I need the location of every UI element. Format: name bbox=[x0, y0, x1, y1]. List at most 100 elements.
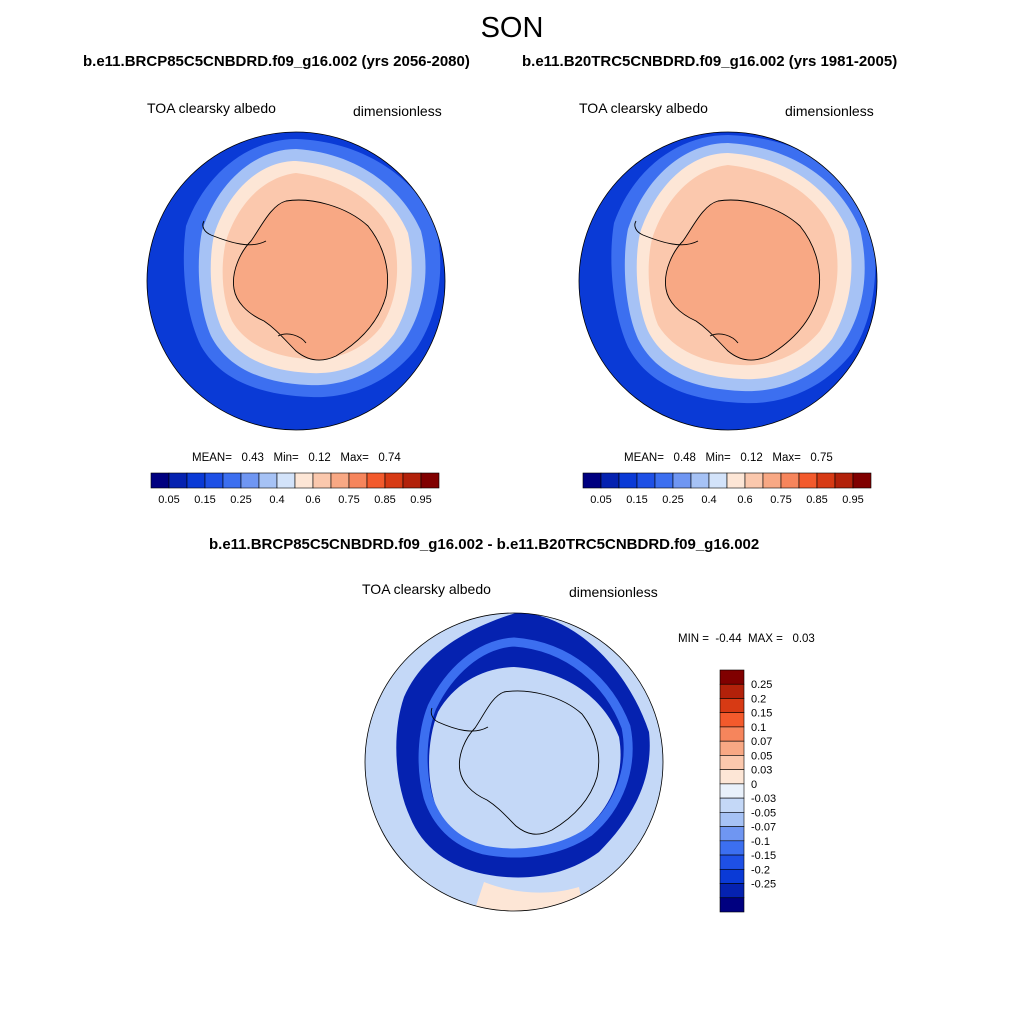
colorbar-swatch bbox=[719, 712, 745, 728]
colorbar-swatch bbox=[384, 472, 404, 489]
colorbar-tick-label: 0.85 bbox=[806, 494, 827, 506]
colorbar-swatch bbox=[719, 669, 745, 685]
panel2-max-value: 0.75 bbox=[810, 452, 833, 464]
colorbar-tick-label: 0.4 bbox=[701, 494, 716, 506]
colorbar-swatch bbox=[708, 472, 728, 489]
panel2-min-label: Min= bbox=[705, 452, 731, 464]
panel2-mean-label: MEAN= bbox=[624, 452, 664, 464]
colorbar-tick-label: 0.03 bbox=[751, 765, 772, 777]
colorbar-tick-label: 0.15 bbox=[626, 494, 647, 506]
colorbar-tick-label: 0.05 bbox=[590, 494, 611, 506]
difference-min-label: MIN = bbox=[678, 633, 709, 645]
colorbar-tick-label: 0.2 bbox=[751, 693, 766, 705]
colorbar-swatch bbox=[719, 769, 745, 785]
colorbar-swatch bbox=[719, 812, 745, 827]
panel2-min-value: 0.12 bbox=[740, 452, 763, 464]
colorbar-tick-label: -0.2 bbox=[751, 864, 770, 876]
colorbar-swatch bbox=[582, 472, 602, 489]
colorbar-swatch bbox=[168, 472, 188, 489]
panel2-max-label: Max= bbox=[772, 452, 801, 464]
panel1-mean-value: 0.43 bbox=[241, 452, 264, 464]
colorbar-swatch bbox=[330, 472, 350, 489]
colorbar-swatch bbox=[600, 472, 620, 489]
panel1-mean-label: MEAN= bbox=[192, 452, 232, 464]
colorbar-tick-label: 0.95 bbox=[842, 494, 863, 506]
panel1-min-label: Min= bbox=[273, 452, 299, 464]
colorbar-tick-label: 0.05 bbox=[158, 494, 179, 506]
colorbar-tick-label: -0.25 bbox=[751, 879, 776, 891]
colorbar-tick-label: 0.25 bbox=[751, 679, 772, 691]
colorbar-tick-label: 0 bbox=[751, 779, 757, 791]
panel2-variable: TOA clearsky albedo bbox=[579, 100, 708, 116]
difference-polar-map bbox=[364, 612, 664, 912]
colorbar-tick-label: 0.15 bbox=[194, 494, 215, 506]
colorbar-tick-label: -0.05 bbox=[751, 807, 776, 819]
colorbar-swatch bbox=[719, 854, 745, 870]
difference-title: b.e11.BRCP85C5CNBDRD.f09_g16.002 - b.e11… bbox=[209, 536, 760, 553]
colorbar-swatch bbox=[719, 868, 745, 884]
antarctic-continent bbox=[665, 199, 821, 361]
panel1-colorbar: 0.05 0.15 0.25 0.4 0.6 0.75 0.85 0.95 bbox=[150, 472, 440, 506]
colorbar-swatch bbox=[719, 755, 745, 770]
colorbar-tick-label: -0.03 bbox=[751, 793, 776, 805]
difference-units: dimensionless bbox=[569, 584, 658, 600]
colorbar-swatch bbox=[726, 472, 746, 489]
panel1-min-value: 0.12 bbox=[308, 452, 331, 464]
colorbar-swatch bbox=[834, 472, 854, 489]
colorbar-swatch bbox=[294, 472, 314, 489]
colorbar-swatch bbox=[204, 472, 224, 489]
colorbar-swatch bbox=[719, 698, 745, 714]
panel1-max-label: Max= bbox=[340, 452, 369, 464]
season-title: SON bbox=[480, 12, 544, 44]
colorbar-swatch bbox=[150, 472, 170, 489]
colorbar-swatch bbox=[258, 472, 278, 489]
colorbar-swatch bbox=[744, 472, 764, 489]
panel2-colorbar: 0.05 0.15 0.25 0.4 0.6 0.75 0.85 0.95 bbox=[582, 472, 872, 506]
difference-range: MIN = -0.44 MAX = 0.03 bbox=[678, 633, 815, 645]
colorbar-swatch bbox=[240, 472, 260, 489]
colorbar-tick-label: 0.75 bbox=[338, 494, 359, 506]
colorbar-tick-label: 0.6 bbox=[737, 494, 752, 506]
difference-colorbar: 0.25 0.2 0.15 0.1 0.07 0.05 0.03 0 -0.03 -0.05 -0.… bbox=[719, 669, 776, 913]
colorbar-swatch bbox=[719, 740, 745, 756]
colorbar-swatch bbox=[816, 472, 836, 489]
panel2-polar-map bbox=[578, 131, 878, 431]
colorbar-swatch bbox=[719, 897, 745, 913]
colorbar-tick-label: 0.05 bbox=[751, 750, 772, 762]
colorbar-swatch bbox=[719, 726, 745, 742]
colorbar-tick-label: 0.85 bbox=[374, 494, 395, 506]
difference-variable: TOA clearsky albedo bbox=[362, 581, 491, 597]
colorbar-swatch bbox=[719, 883, 745, 899]
panel1-stats: MEAN= 0.43 Min= 0.12 Max= 0.74 bbox=[192, 452, 401, 464]
colorbar-swatch bbox=[762, 472, 782, 489]
colorbar-swatch bbox=[690, 472, 710, 489]
colorbar-tick-label: -0.15 bbox=[751, 850, 776, 862]
colorbar-swatch bbox=[798, 472, 818, 489]
colorbar-swatch bbox=[719, 840, 745, 856]
colorbar-swatch bbox=[186, 472, 206, 489]
sea-ice-loss-ring bbox=[396, 613, 650, 878]
colorbar-swatch bbox=[276, 472, 296, 489]
colorbar-tick-label: -0.07 bbox=[751, 822, 776, 834]
colorbar-tick-label: 0.4 bbox=[269, 494, 284, 506]
colorbar-tick-label: 0.25 bbox=[662, 494, 683, 506]
difference-max-label: MAX = bbox=[748, 633, 783, 645]
colorbar-tick-label: 0.75 bbox=[770, 494, 791, 506]
colorbar-swatch bbox=[719, 683, 745, 699]
panel2-units: dimensionless bbox=[785, 103, 874, 119]
panel1-polar-map bbox=[146, 131, 446, 431]
colorbar-swatch bbox=[719, 797, 745, 813]
colorbar-tick-label: 0.25 bbox=[230, 494, 251, 506]
colorbar-swatch bbox=[420, 472, 440, 489]
colorbar-tick-label: 0.07 bbox=[751, 736, 772, 748]
panel1-units: dimensionless bbox=[353, 103, 442, 119]
colorbar-swatch bbox=[222, 472, 242, 489]
panel1-case-title: b.e11.BRCP85C5CNBDRD.f09_g16.002 (yrs 20… bbox=[83, 53, 470, 70]
colorbar-tick-label: 0.95 bbox=[410, 494, 431, 506]
panel1-max-value: 0.74 bbox=[378, 452, 401, 464]
colorbar-swatch bbox=[852, 472, 872, 489]
antarctic-continent bbox=[458, 690, 600, 835]
colorbar-tick-label: -0.1 bbox=[751, 836, 770, 848]
colorbar-swatch bbox=[618, 472, 638, 489]
difference-min-value: -0.44 bbox=[715, 633, 742, 645]
